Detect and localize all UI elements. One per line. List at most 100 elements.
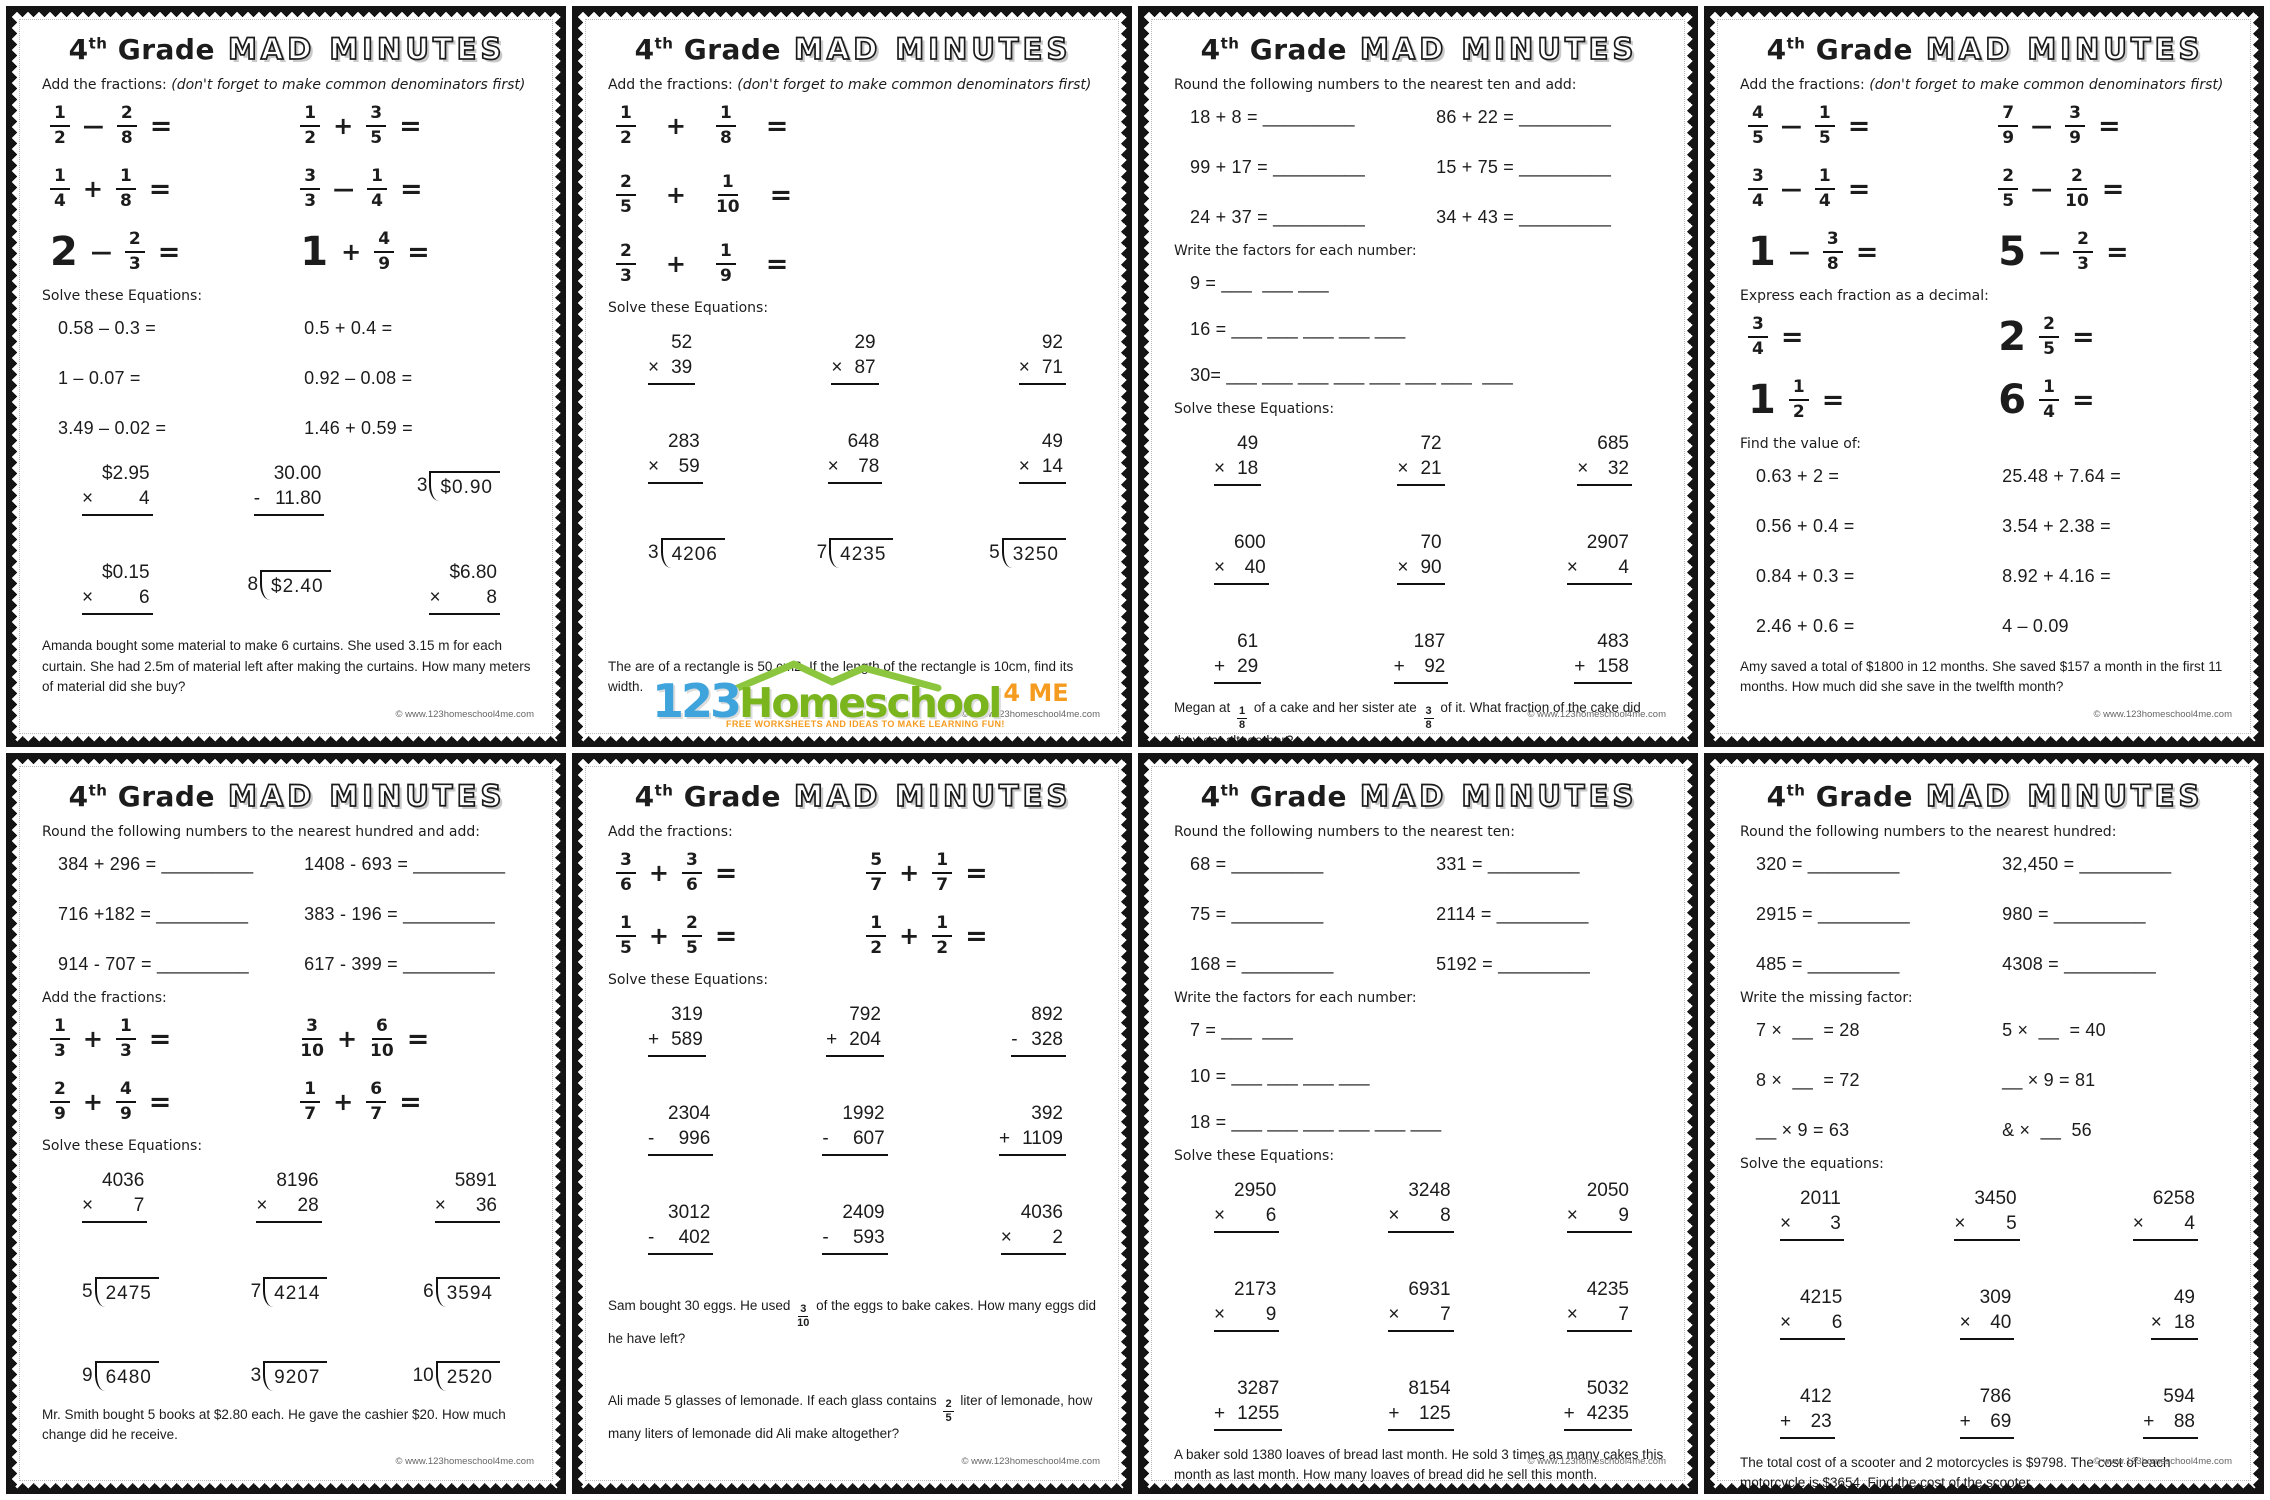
fraction: 6 10 bbox=[370, 1018, 394, 1060]
worksheet-title: 4th Grade MAD MINUTES bbox=[608, 31, 1098, 67]
numerator: 2 bbox=[616, 174, 636, 196]
top-operand: 786 bbox=[1979, 1386, 2012, 1407]
worksheet-title: 4th Grade MAD MINUTES bbox=[1740, 778, 2230, 814]
equation: 0.56 + 0.4 = bbox=[1756, 516, 1855, 536]
copyright: © www.123homeschool4me.com bbox=[2093, 709, 2232, 720]
bottom-operand-row: × 9 bbox=[1214, 1304, 1280, 1332]
denominator: 2 bbox=[936, 938, 949, 958]
section-label-text: Solve these Equations: bbox=[608, 300, 769, 316]
dividend: 4206 bbox=[660, 538, 725, 568]
equation: 4 – 0.09 bbox=[2002, 616, 2069, 636]
section-label-text: Find the value of: bbox=[1740, 436, 1861, 452]
numerator: 1 bbox=[300, 105, 321, 127]
vertical-problem: 49 × 18 bbox=[2150, 1287, 2198, 1340]
equation: 3.54 + 2.38 = bbox=[2002, 516, 2111, 536]
grade-title: 4th Grade bbox=[1200, 780, 1347, 813]
operator: - bbox=[822, 1227, 829, 1248]
section-label: Solve these Equations: bbox=[608, 300, 1098, 316]
bottom-operand-row: × 5 bbox=[1954, 1213, 2020, 1241]
equation: 16 = ___ ___ ___ ___ ___ bbox=[1190, 319, 1406, 339]
fraction-expression: 1 2 +1 8 = bbox=[616, 105, 788, 147]
vertical-problem: 3287 +1255 bbox=[1214, 1378, 1283, 1431]
vertical-problem: 6258 × 4 bbox=[2132, 1188, 2198, 1241]
top-operand: 2907 bbox=[1586, 532, 1629, 553]
bottom-operand: 3 bbox=[1830, 1213, 1841, 1234]
denominator: 5 bbox=[620, 197, 632, 217]
vertical-problem: 319 +589 bbox=[648, 1004, 706, 1057]
worksheet-page: 4th Grade MAD MINUTES Round the following … bbox=[1717, 766, 2251, 1490]
vertical-problem: 52 × 39 bbox=[648, 332, 696, 385]
top-operand: 2409 bbox=[842, 1202, 885, 1223]
equation: 24 + 37 = _________ bbox=[1190, 207, 1365, 227]
mountain-icon bbox=[730, 660, 942, 694]
operator: + bbox=[826, 1029, 838, 1050]
word-problem: Ali made 5 glasses of lemonade. If each … bbox=[608, 1392, 1093, 1441]
section-label-text: Express each fraction as a decimal: bbox=[1740, 288, 1989, 304]
bottom-operand-row: × 36 bbox=[434, 1195, 500, 1223]
equation: 980 = _________ bbox=[2002, 904, 2146, 924]
fraction-expression: 1 3 +1 3 = bbox=[50, 1018, 171, 1060]
numerator: 1 bbox=[50, 168, 70, 190]
operator: × bbox=[1018, 456, 1030, 477]
mad-minutes-title: MAD MINUTES bbox=[1359, 778, 1638, 814]
equation: 383 - 196 = _________ bbox=[304, 904, 495, 924]
divisor: 9 bbox=[82, 1365, 93, 1386]
vertical-problem: 72 × 21 bbox=[1397, 433, 1445, 486]
equation: 7 × __ = 28 bbox=[1756, 1020, 1860, 1040]
equation: 0.63 + 2 = bbox=[1756, 466, 1840, 486]
bottom-operand-row: × 32 bbox=[1577, 458, 1632, 486]
bottom-operand: 36 bbox=[475, 1195, 497, 1216]
equation: 2.46 + 0.6 = bbox=[1756, 616, 1855, 636]
section-label: Round the following numbers to the neare… bbox=[1740, 824, 2230, 840]
vertical-problem: 187 +92 bbox=[1393, 631, 1449, 684]
numerator: 1 bbox=[115, 1018, 136, 1040]
numerator: 1 bbox=[115, 168, 136, 190]
bottom-operand-row: × 7 bbox=[1388, 1304, 1454, 1332]
worksheet-title: 4th Grade MAD MINUTES bbox=[1174, 31, 1664, 67]
vertical-problem: 6931 × 7 bbox=[1388, 1279, 1454, 1332]
equals-sign: = bbox=[765, 248, 789, 280]
equation: 86 + 22 = _________ bbox=[1436, 107, 1612, 127]
bottom-operand-row: +69 bbox=[1959, 1411, 2015, 1439]
denominator: 9 bbox=[2069, 128, 2081, 148]
bottom-operand-row: - 607 bbox=[822, 1128, 888, 1156]
section-label: Add the fractions: bbox=[42, 990, 532, 1006]
vertical-problem: 594 +88 bbox=[2143, 1386, 2198, 1439]
equals-sign: = bbox=[399, 1086, 422, 1118]
top-operand: 412 bbox=[1800, 1386, 1832, 1407]
equation: 3.49 – 0.02 = bbox=[58, 418, 167, 438]
bottom-operand-row: × 4 bbox=[1566, 557, 1632, 585]
worksheet-3: 4th Grade MAD MINUTES Round the following … bbox=[1138, 6, 1698, 747]
operator: × bbox=[1566, 557, 1578, 578]
fraction-problem: 2—2 3 = bbox=[50, 231, 300, 273]
long-division-problem: 5 2475 bbox=[82, 1277, 159, 1307]
operator: - bbox=[648, 1227, 655, 1248]
bottom-operand: 4 bbox=[1618, 557, 1629, 578]
denominator: 4 bbox=[371, 191, 383, 211]
operator: × bbox=[82, 587, 94, 608]
numerator: 3 bbox=[681, 852, 702, 874]
grade-superscript: th bbox=[1220, 781, 1240, 800]
denominator: 8 bbox=[120, 128, 133, 148]
operator: × bbox=[1566, 1304, 1578, 1325]
section-label-text: Write the factors for each number: bbox=[1174, 243, 1417, 259]
equals-sign: = bbox=[149, 110, 173, 142]
bottom-operand-row: × 21 bbox=[1397, 458, 1445, 486]
bottom-operand: 21 bbox=[1420, 458, 1442, 479]
equals-sign: = bbox=[148, 1086, 172, 1118]
vertical-problem: $6.80 × 8 bbox=[429, 562, 500, 615]
fraction-expression: 1 7 +6 7 = bbox=[300, 1081, 422, 1123]
dividend: 2475 bbox=[94, 1277, 159, 1307]
denominator: 9 bbox=[2002, 128, 2015, 148]
top-operand: 792 bbox=[849, 1004, 881, 1025]
worksheet-title: 4th Grade MAD MINUTES bbox=[42, 31, 532, 67]
logo-text: 123 Homeschool 4 ME bbox=[652, 678, 1069, 724]
top-operand: 309 bbox=[1979, 1287, 2012, 1308]
worksheet-page: 4th Grade MAD MINUTES Add the fractions: (… bbox=[1717, 19, 2251, 734]
